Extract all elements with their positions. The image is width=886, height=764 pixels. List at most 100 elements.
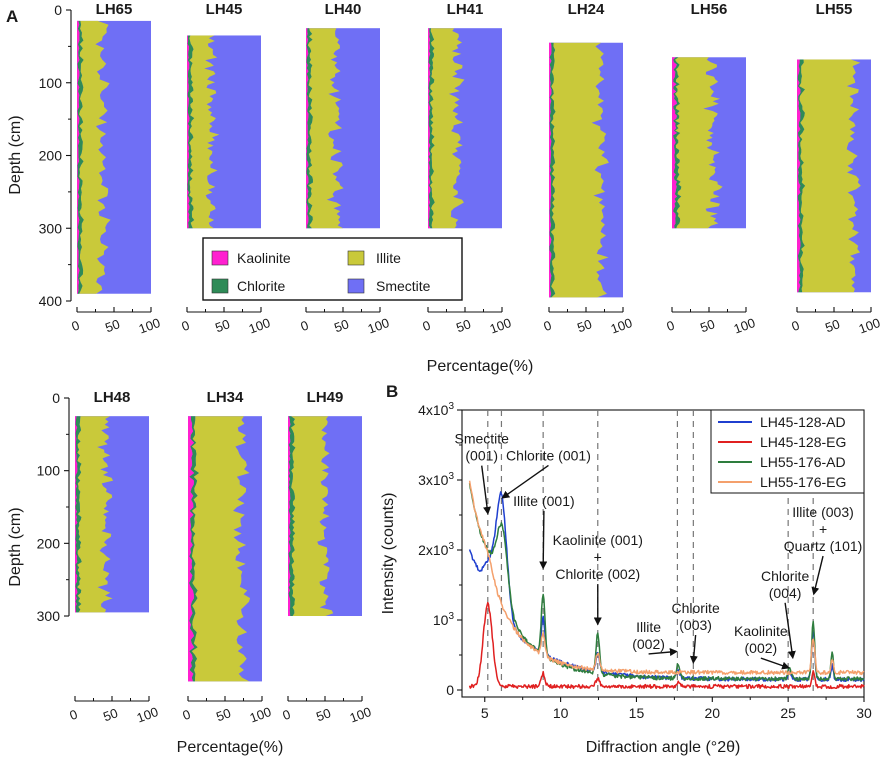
illite-band bbox=[550, 42, 609, 298]
peak-annotation-label: Chlorite (002) bbox=[555, 566, 640, 582]
chlorite-band bbox=[428, 28, 435, 229]
legend-label-kaolinite: Kaolinite bbox=[237, 250, 291, 266]
kaolinite-band bbox=[77, 20, 80, 294]
depth-axis-title-bottom: Depth (cm) bbox=[7, 507, 24, 586]
core-lh24: LH24 0 50 100 bbox=[541, 1, 634, 337]
chlorite-band bbox=[549, 42, 556, 298]
x-tick-label: 20 bbox=[705, 705, 721, 721]
percent-tick-label: 0 bbox=[789, 317, 801, 334]
percent-tick-label: 0 bbox=[69, 317, 81, 334]
core-title: LH41 bbox=[447, 1, 484, 18]
core-title: LH65 bbox=[96, 1, 133, 18]
peak-annotation-label: Smectite bbox=[454, 431, 509, 447]
x-tick-label: 10 bbox=[553, 705, 569, 721]
x-tick-label: 30 bbox=[856, 705, 872, 721]
x-tick-label: 15 bbox=[629, 705, 645, 721]
legend-a-frame bbox=[202, 237, 463, 301]
peak-annotation-label: (002) bbox=[632, 636, 665, 652]
illite-band bbox=[674, 57, 723, 229]
xrd-legend-label: LH55-176-EG bbox=[760, 474, 846, 490]
y-tick-label: 3x103 bbox=[418, 471, 454, 488]
kaolinite-band bbox=[672, 57, 677, 229]
percent-tick-label: 50 bbox=[823, 316, 842, 335]
depth-tick-label: 400 bbox=[39, 293, 63, 309]
xrd-legend-label: LH45-128-AD bbox=[760, 414, 846, 430]
peak-annotation-label: Kaolinite (001) bbox=[553, 532, 643, 548]
core-title: LH49 bbox=[307, 389, 344, 406]
percent-tick-label: 100 bbox=[366, 315, 392, 337]
xrd-legend-label: LH45-128-EG bbox=[760, 434, 846, 450]
depth-tick-label: 100 bbox=[37, 463, 61, 479]
xrd-panel: 5 10 15 20 25 30 0 103 2x103 3x103 4x103 Diffractio… bbox=[380, 401, 872, 756]
core-title: LH40 bbox=[325, 1, 362, 18]
legend-label-smectite: Smectite bbox=[376, 278, 431, 294]
x-tick-label: 5 bbox=[481, 705, 489, 721]
illite-band bbox=[290, 416, 334, 616]
core-lh45: LH45 0 50 100 bbox=[179, 1, 272, 337]
peak-annotation-arrow bbox=[481, 465, 491, 515]
core-title: LH34 bbox=[207, 389, 244, 406]
peak-annotation-label: + bbox=[594, 549, 602, 565]
depth-tick-label: 200 bbox=[39, 148, 63, 164]
illite-band bbox=[79, 20, 111, 294]
depth-tick-label: 100 bbox=[39, 75, 63, 91]
percent-tick-label: 50 bbox=[101, 705, 120, 724]
core-lh48: LH48 0 50 100 0 100 200 300 bbox=[37, 389, 161, 726]
core-title: LH55 bbox=[816, 1, 853, 18]
xrd-legend-frame bbox=[710, 409, 865, 494]
peak-annotation-label: (003) bbox=[679, 617, 712, 633]
percent-tick-label: 50 bbox=[575, 316, 594, 335]
kaolinite-band bbox=[187, 35, 190, 229]
xrd-y-axis-title: Intensity (counts) bbox=[380, 493, 397, 615]
percent-tick-label: 100 bbox=[348, 704, 374, 726]
panel-label-a: A bbox=[6, 7, 18, 26]
core-title: LH56 bbox=[691, 1, 728, 18]
percent-tick-label: 50 bbox=[454, 316, 473, 335]
peak-annotation-label: Illite (001) bbox=[513, 493, 574, 509]
percent-tick-label: 0 bbox=[67, 706, 79, 723]
kaolinite-band bbox=[428, 28, 431, 229]
illite-band bbox=[799, 59, 861, 293]
core-lh34: LH34 0 50 100 bbox=[180, 389, 273, 726]
percent-tick-label: 0 bbox=[420, 317, 432, 334]
peak-annotation-arrow bbox=[648, 648, 678, 657]
peak-annotation-label: Illite (003) bbox=[792, 504, 853, 520]
series-line-lh45-128-eg bbox=[468, 601, 865, 690]
percent-tick-label: 100 bbox=[732, 315, 758, 337]
peak-annotation-label: Chlorite (001) bbox=[506, 447, 591, 463]
peak-annotation-label: Chlorite bbox=[761, 568, 809, 584]
core-title: LH48 bbox=[94, 389, 131, 406]
percent-tick-label: 0 bbox=[541, 317, 553, 334]
percent-tick-label: 0 bbox=[298, 317, 310, 334]
percent-tick-label: 50 bbox=[103, 316, 122, 335]
depth-axis-title-top: Depth (cm) bbox=[7, 115, 24, 194]
percent-tick-label: 0 bbox=[180, 706, 192, 723]
kaolinite-band bbox=[797, 59, 801, 293]
percent-tick-label: 50 bbox=[698, 316, 717, 335]
legend-swatch-smectite bbox=[347, 278, 365, 294]
depth-tick-label: 300 bbox=[37, 608, 61, 624]
core-lh40: LH40 0 50 100 bbox=[298, 1, 391, 337]
depth-tick-label: 300 bbox=[39, 220, 63, 236]
legend-swatch-illite bbox=[347, 250, 365, 266]
kaolinite-band bbox=[549, 42, 552, 298]
kaolinite-band bbox=[288, 416, 291, 616]
percent-axis-title-top: Percentage(%) bbox=[427, 358, 534, 375]
depth-tick-label: 0 bbox=[54, 2, 62, 18]
xrd-x-axis-title: Diffraction angle (°2θ) bbox=[586, 739, 741, 756]
peak-annotation-arrow bbox=[760, 657, 791, 670]
core-title: LH24 bbox=[568, 1, 605, 18]
percent-tick-label: 50 bbox=[314, 705, 333, 724]
y-tick-label: 0 bbox=[446, 682, 454, 698]
chlorite-band bbox=[288, 416, 296, 616]
percent-tick-label: 100 bbox=[137, 315, 163, 337]
peak-annotation-arrow bbox=[689, 634, 698, 664]
panel-label-b: B bbox=[386, 382, 398, 401]
chlorite-band bbox=[77, 20, 84, 294]
kaolinite-band bbox=[75, 416, 78, 613]
percent-tick-label: 100 bbox=[488, 315, 514, 337]
chlorite-band bbox=[306, 28, 313, 229]
illite-band bbox=[307, 28, 344, 229]
y-tick-label: 2x103 bbox=[418, 541, 454, 558]
